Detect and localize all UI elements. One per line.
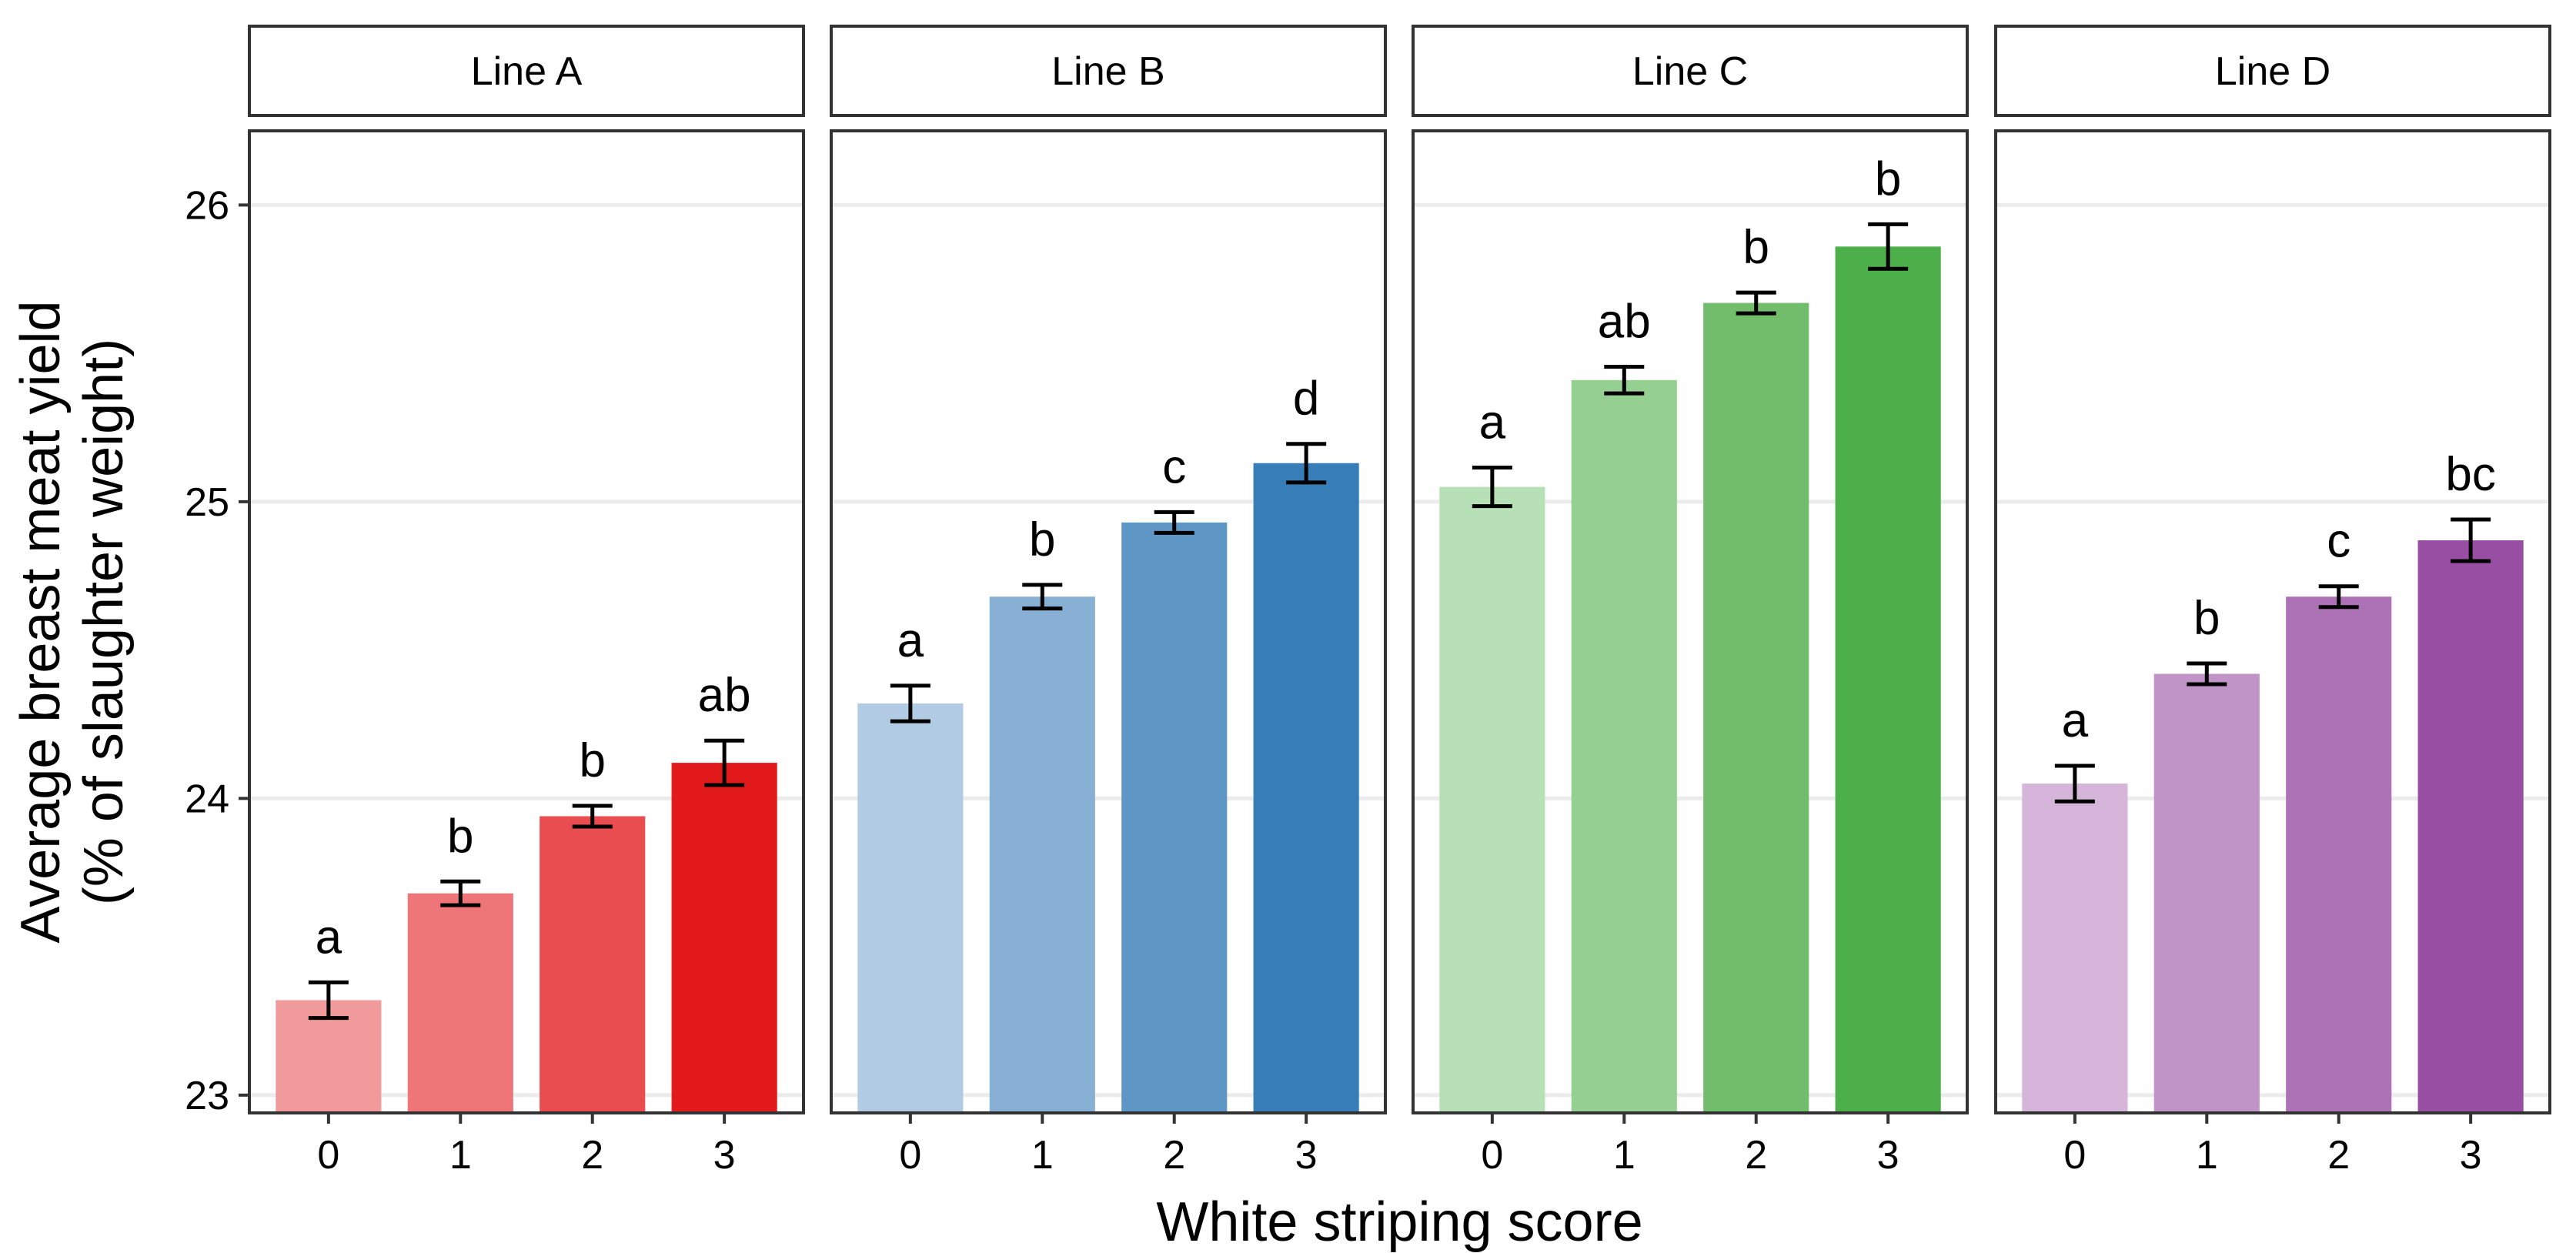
panel-d-strip [1994, 25, 2551, 117]
panel-c-bar-2 [1703, 302, 1809, 1113]
panel-b-xtick-label-3: 3 [1295, 1133, 1318, 1178]
y-axis-title-line-2: (% of slaughter weight) [73, 339, 135, 905]
panel-d-letter-0: a [2062, 694, 2089, 747]
panel-b-xtick-label-0: 0 [899, 1133, 921, 1178]
panel-a-xtick-label-2: 2 [581, 1133, 603, 1178]
panel-b-border [830, 129, 1387, 1114]
panel-d-bar-0 [2022, 784, 2128, 1113]
panel-b-bar-3 [1253, 463, 1359, 1113]
panel-d-bar-3 [2417, 540, 2524, 1113]
panel-c-strip [1412, 25, 1969, 117]
y-tick-label-26: 26 [185, 183, 229, 228]
panel-d-strip-title: Line D [2215, 49, 2330, 94]
panel-d-bar-1 [2153, 673, 2260, 1113]
panel-a-letter-0: a [316, 911, 342, 964]
panel-d-xtick-label-2: 2 [2327, 1133, 2350, 1178]
panel-b-bar-2 [1121, 522, 1228, 1113]
panel-a-letter-1: b [447, 810, 473, 863]
panel-b-letter-1: b [1029, 513, 1055, 566]
panel-a-xtick-label-1: 1 [449, 1133, 472, 1178]
panel-d-letter-1: b [2193, 592, 2220, 645]
panel-c-xtick-label-1: 1 [1613, 1133, 1635, 1178]
panel-d-letter-2: c [2327, 515, 2350, 568]
y-axis-title-line-1: Average breast meat yield [10, 300, 72, 943]
panel-b-letter-0: a [897, 614, 924, 667]
panel-b-bar-0 [857, 703, 964, 1113]
panel-c-letter-3: b [1875, 152, 1901, 205]
panel-d-xtick-label-1: 1 [2196, 1133, 2218, 1178]
panel-b-bar-1 [989, 596, 1095, 1113]
panel-a-strip-title: Line A [471, 49, 583, 94]
panel-c-letter-0: a [1479, 396, 1506, 449]
panel-c-border [1412, 129, 1969, 1114]
y-tick-label-25: 25 [185, 480, 229, 525]
panel-b-letter-3: d [1293, 373, 1319, 426]
panel-a-bar-3 [671, 763, 777, 1113]
panel-a-xtick-label-3: 3 [713, 1133, 736, 1178]
panel-d-xtick-label-0: 0 [2063, 1133, 2086, 1178]
panel-c-strip-title: Line C [1632, 49, 1748, 94]
panel-a-bar-1 [407, 893, 513, 1113]
panel-b-letter-2: c [1162, 440, 1186, 493]
panel-c-xtick-label-3: 3 [1877, 1133, 1899, 1178]
panel-c-xtick-label-2: 2 [1745, 1133, 1767, 1178]
x-axis-title: White striping score [1156, 1191, 1642, 1253]
panel-b-strip-title: Line B [1051, 49, 1164, 94]
y-tick-label-23: 23 [185, 1074, 229, 1118]
panel-d-xtick-label-3: 3 [2460, 1133, 2482, 1178]
panel-c-bar-1 [1571, 379, 1677, 1113]
panel-d-letter-3: bc [2445, 448, 2495, 501]
panel-c-bar-0 [1439, 486, 1545, 1113]
panel-a-letter-3: ab [698, 669, 751, 722]
panel-a-letter-2: b [579, 734, 605, 787]
panel-b-xtick-label-1: 1 [1031, 1133, 1054, 1178]
panel-b-xtick-label-2: 2 [1163, 1133, 1185, 1178]
y-tick-label-24: 24 [185, 777, 229, 821]
panel-c-bar-3 [1835, 246, 1941, 1113]
panel-a-xtick-label-0: 0 [317, 1133, 339, 1178]
panel-c-letter-1: ab [1598, 295, 1651, 348]
panel-d-border [1994, 129, 2551, 1114]
panel-d-bar-2 [2286, 596, 2392, 1113]
panel-a-bar-2 [540, 816, 646, 1113]
panel-b-strip [830, 25, 1387, 117]
panel-c-xtick-label-0: 0 [1481, 1133, 1503, 1178]
panel-c-letter-2: b [1742, 221, 1769, 274]
panel-a-strip [248, 25, 805, 117]
panel-a-border [248, 129, 805, 1114]
